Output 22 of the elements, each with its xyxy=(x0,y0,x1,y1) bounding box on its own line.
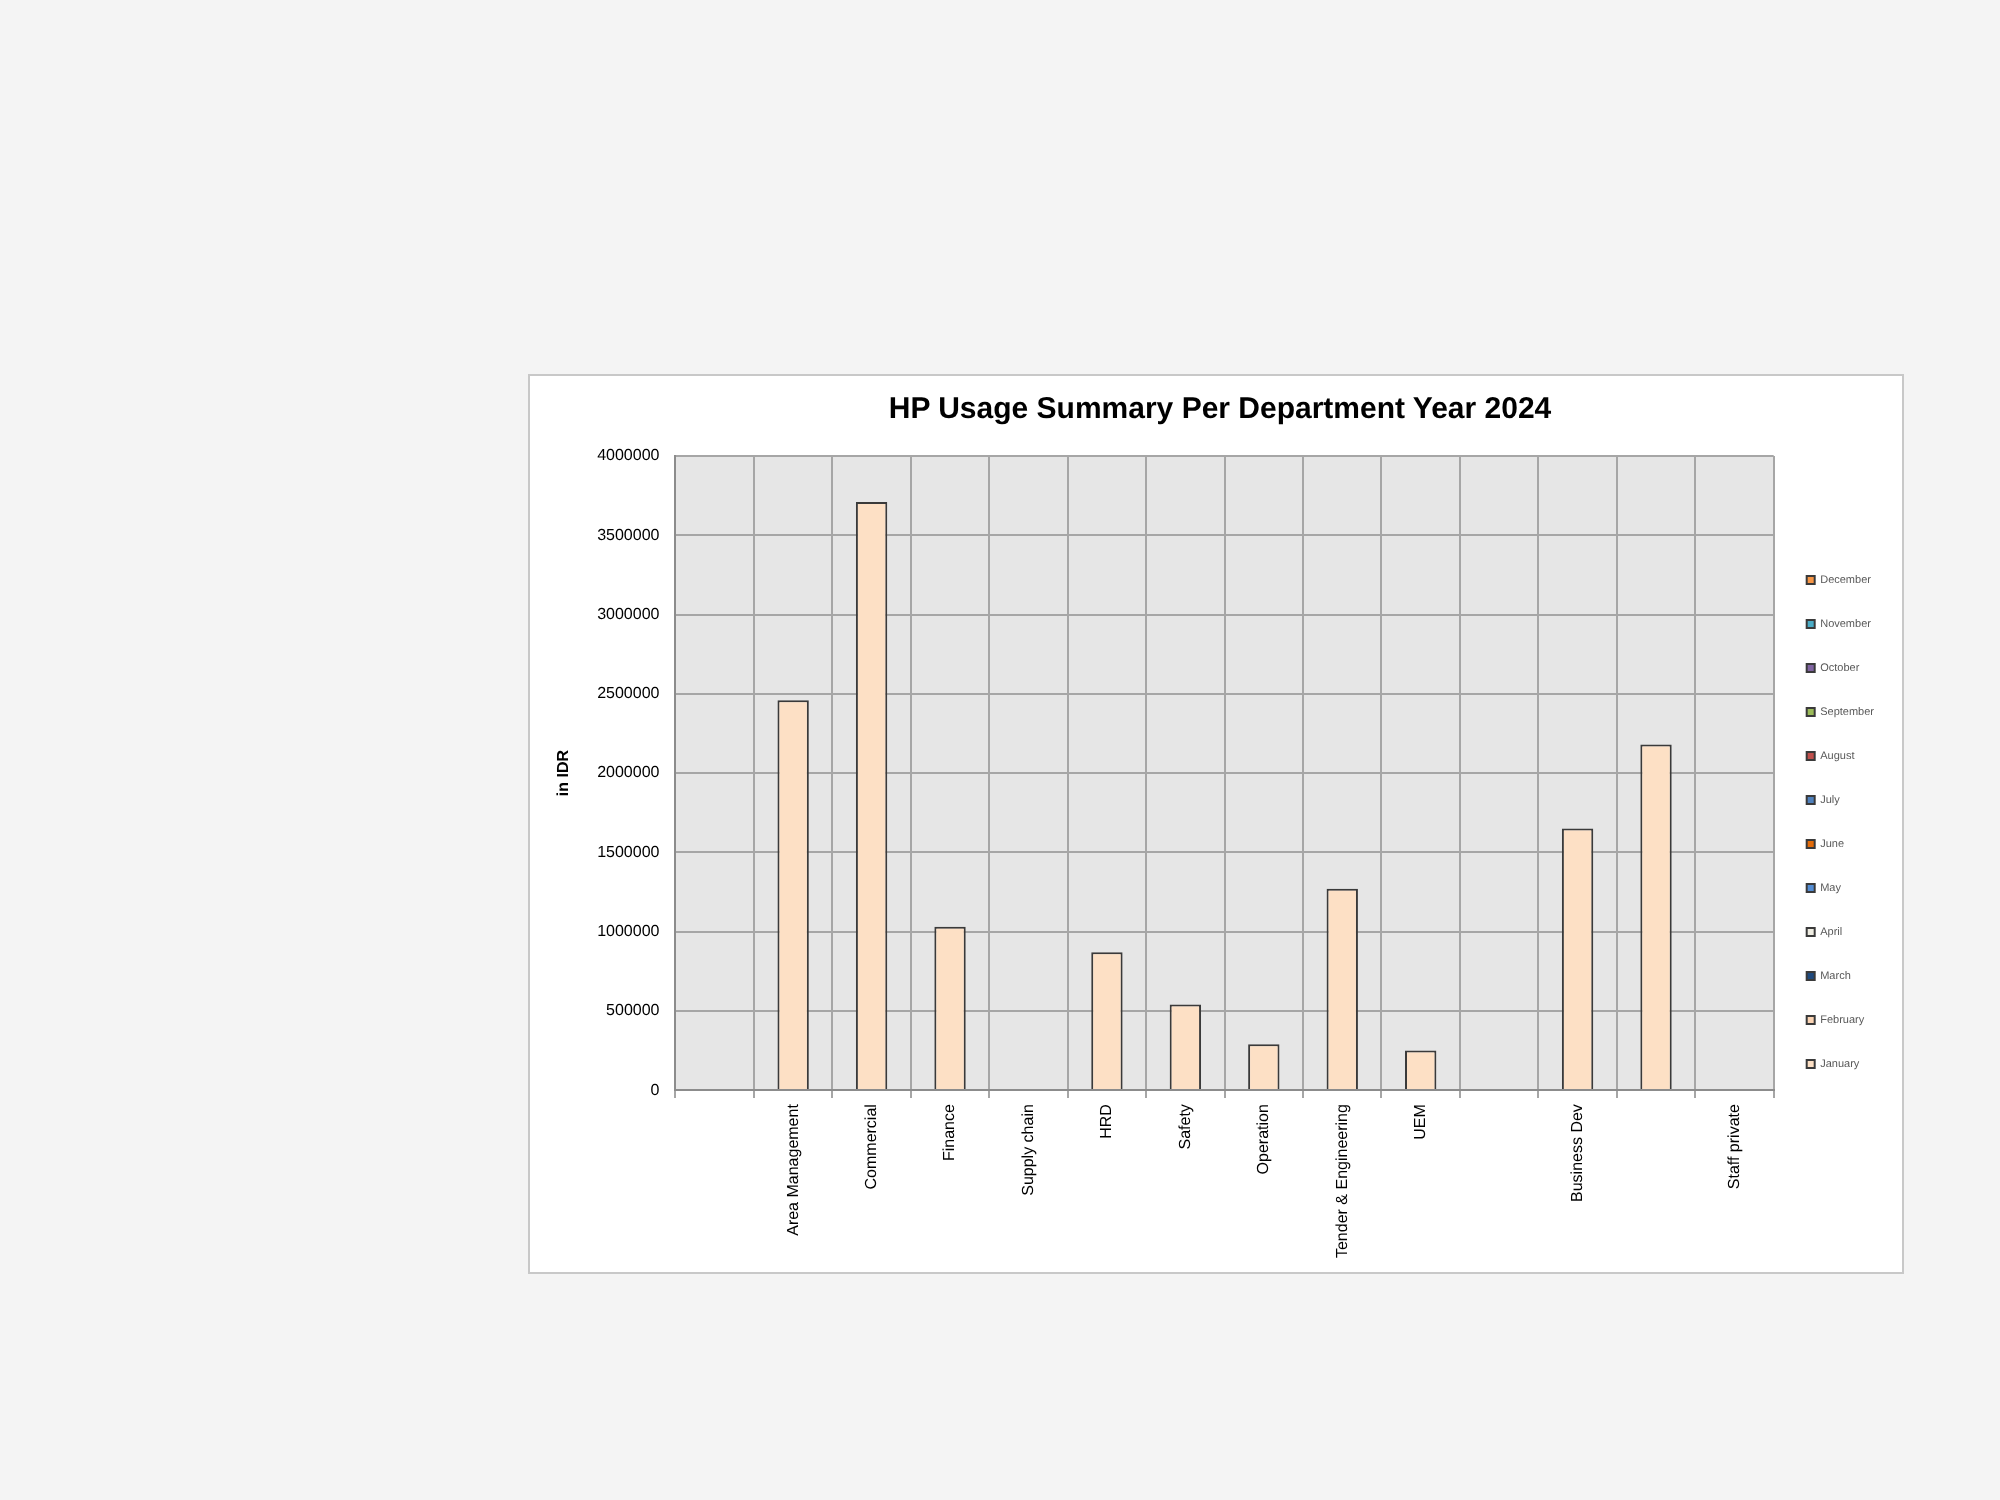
chart-title: HP Usage Summary Per Department Year 2024 xyxy=(888,392,1553,427)
x-tick-label: Operation xyxy=(1254,1104,1273,1175)
y-tick-label: 3500000 xyxy=(597,525,661,544)
x-tick-label: Business Dev xyxy=(1567,1104,1586,1202)
y-tick-label: 4000000 xyxy=(597,446,661,465)
y-tick-label: 2500000 xyxy=(597,684,661,703)
y-tick-label: 500000 xyxy=(606,1001,661,1020)
y-tick-label: 1000000 xyxy=(597,921,661,940)
x-tick-label: UEM xyxy=(1411,1103,1430,1140)
x-tick-label: Supply chain xyxy=(1018,1104,1037,1196)
x-tick-label: Finance xyxy=(940,1103,959,1162)
x-tick-label: Area Management xyxy=(783,1102,802,1236)
x-tick-label: Tender & Engineering xyxy=(1332,1104,1351,1259)
x-tick-label: HRD xyxy=(1097,1103,1116,1139)
y-tick-label: 0 xyxy=(650,1080,661,1099)
x-tick-label: Safety xyxy=(1175,1104,1194,1150)
y-tick-label: 2000000 xyxy=(597,763,661,782)
y-tick-label: 3000000 xyxy=(597,604,661,623)
y-axis-title: in IDR xyxy=(554,749,573,797)
x-tick-label: Staff private xyxy=(1724,1103,1743,1190)
x-tick-label: Commercial xyxy=(862,1103,880,1190)
y-tick-label: 1500000 xyxy=(597,842,661,861)
